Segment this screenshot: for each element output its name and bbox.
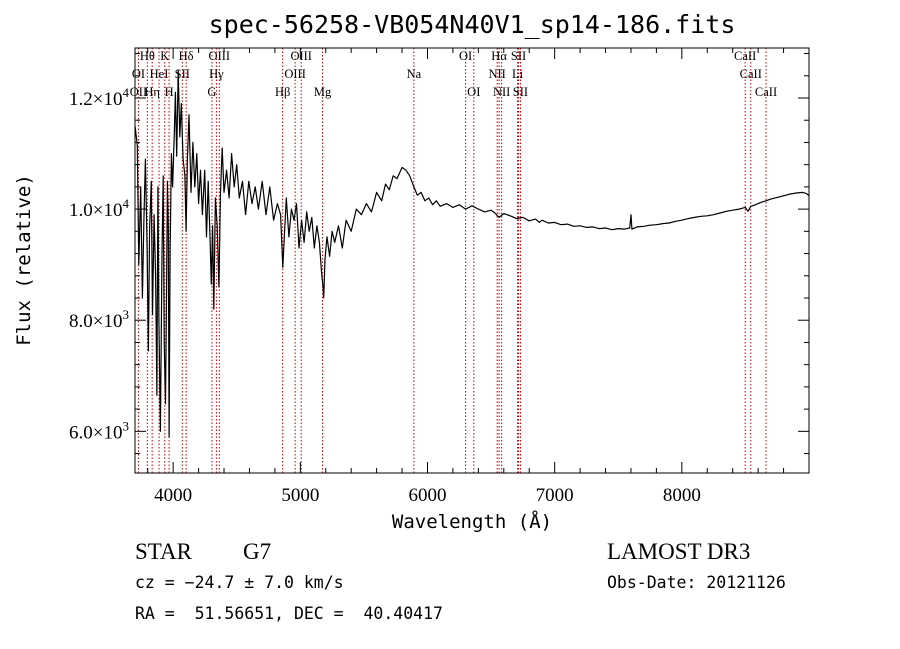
line-label-9: OI <box>132 67 145 81</box>
line-label-21: G <box>207 85 216 99</box>
line-label-17: CaII <box>740 67 762 81</box>
plot-frame <box>134 47 810 474</box>
line-label-6: Hα <box>491 49 507 63</box>
line-label-22: Hβ <box>275 85 290 99</box>
line-label-26: SII <box>513 85 528 99</box>
line-label-16: Li <box>512 67 524 81</box>
chart-title: spec-56258-VB054N40V1_sp14-186.fits <box>209 10 736 39</box>
line-label-19: Hη <box>144 85 160 99</box>
line-label-15: NII <box>488 67 505 81</box>
line-label-23: Mg <box>314 85 332 99</box>
redshift-cz: cz = −24.7 ± 7.0 km/s <box>135 573 344 592</box>
y-axis-ticks: 6.0×103 8.0×103 1.0×104 1.2×104 <box>69 53 809 455</box>
line-label-2: Hδ <box>179 49 194 63</box>
y-tick-label-0: 6.0×103 <box>69 418 129 443</box>
line-label-24: OI <box>467 85 480 99</box>
x-tick-label-1: 5000 <box>281 485 319 506</box>
x-axis-label: Wavelength (Å) <box>392 510 552 533</box>
object-class: STAR <box>135 539 193 564</box>
line-label-4: OIII <box>290 49 312 63</box>
x-tick-label-4: 8000 <box>663 485 701 506</box>
line-label-13: OIII <box>284 67 306 81</box>
x-tick-label-3: 7000 <box>536 485 574 506</box>
line-label-5: OI <box>459 49 472 63</box>
x-tick-label-2: 6000 <box>408 485 446 506</box>
x-tick-label-0: 4000 <box>154 485 192 506</box>
line-label-11: SII <box>175 67 190 81</box>
line-label-8: CaII <box>734 49 756 63</box>
spectral-line-markers <box>137 48 767 473</box>
line-label-25: NII <box>493 85 510 99</box>
line-label-27: CaII <box>755 85 777 99</box>
y-tick-label-3: 1.2×104 <box>69 85 129 110</box>
ra-dec-coordinates: RA = 51.56651, DEC = 40.40417 <box>135 604 443 623</box>
y-tick-label-2: 1.0×104 <box>69 196 129 221</box>
line-label-0: Hθ <box>140 49 155 63</box>
line-label-7: SII <box>511 49 526 63</box>
object-subclass: G7 <box>243 539 271 564</box>
survey-name: LAMOST DR3 <box>607 539 750 564</box>
y-axis-label: Flux (relative) <box>13 174 35 346</box>
line-label-18: OII <box>130 85 147 99</box>
flux-series-line <box>134 69 810 438</box>
line-label-20: H <box>165 85 174 99</box>
line-label-10: HeI <box>150 67 169 81</box>
line-label-3: OIII <box>209 49 231 63</box>
x-axis-ticks: 4000 5000 6000 7000 8000 <box>147 48 785 506</box>
y-tick-label-1: 8.0×103 <box>69 307 129 332</box>
line-label-14: Na <box>407 67 422 81</box>
line-label-12: Hγ <box>209 67 224 81</box>
line-label-1: K <box>160 49 169 63</box>
observation-date: Obs-Date: 20121126 <box>607 573 786 592</box>
